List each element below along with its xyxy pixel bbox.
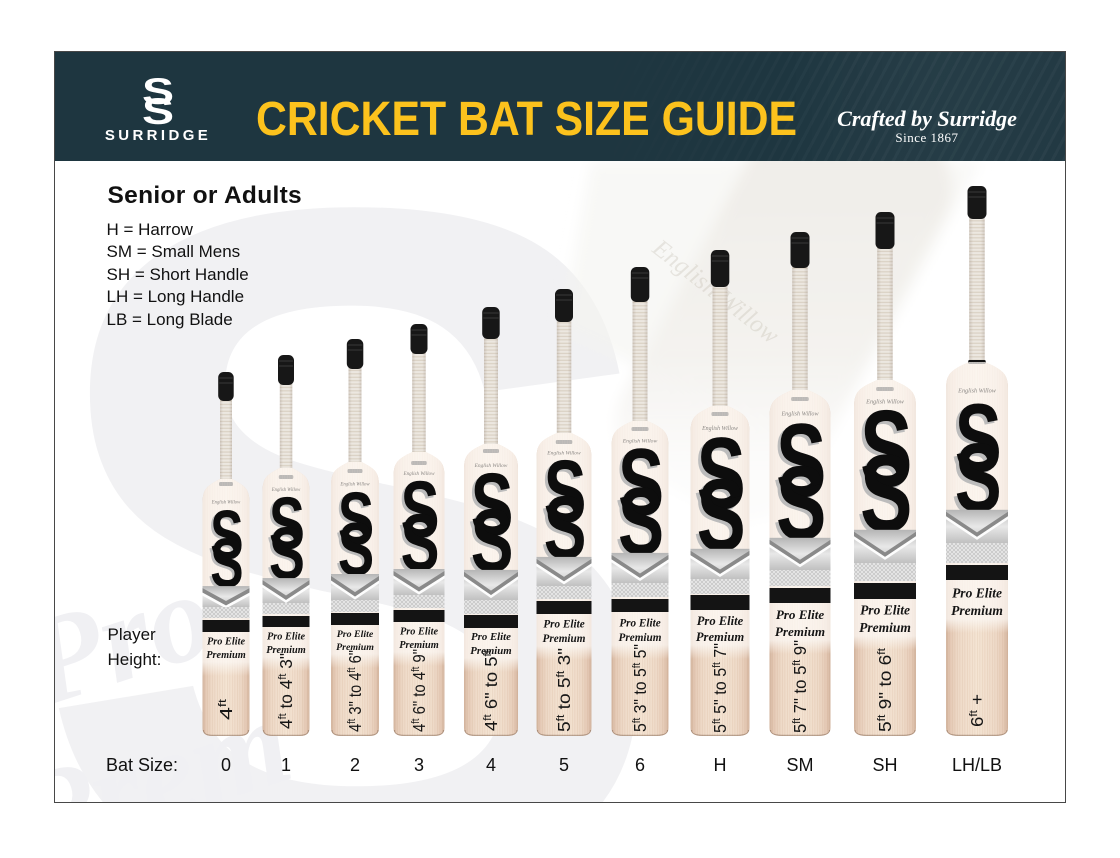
svg-text:S: S [401, 464, 440, 555]
svg-text:5ft 3" to 5ft 5": 5ft 3" to 5ft 5" [630, 644, 650, 732]
svg-text:S: S [541, 445, 584, 544]
svg-text:Pro Elite: Pro Elite [619, 618, 660, 630]
svg-text:S: S [544, 443, 587, 542]
svg-text:English Willow: English Willow [271, 488, 301, 493]
svg-text:S: S [471, 456, 514, 555]
svg-text:S: S [952, 387, 999, 496]
svg-text:Pro Elite: Pro Elite [267, 632, 305, 643]
svg-text:S: S [267, 483, 303, 567]
svg-text:4ft 6" to 5ft: 4ft 6" to 5ft [481, 650, 501, 731]
svg-text:Premium: Premium [859, 620, 911, 635]
svg-text:S: S [335, 478, 371, 563]
svg-text:English Willow: English Willow [957, 387, 997, 394]
svg-text:Premium: Premium [336, 642, 374, 653]
svg-text:S: S [615, 430, 661, 538]
svg-text:S: S [860, 389, 912, 511]
svg-text:Pro Elite: Pro Elite [337, 629, 374, 640]
svg-text:S: S [269, 481, 305, 565]
svg-text:S: S [338, 476, 374, 561]
svg-text:Premium: Premium [951, 603, 1003, 618]
svg-text:Pro Elite: Pro Elite [776, 607, 825, 622]
svg-text:S: S [955, 384, 1002, 493]
svg-text:S: S [468, 458, 511, 557]
svg-text:4ft to 4ft 3": 4ft to 4ft 3" [276, 653, 296, 729]
svg-text:5ft to 5ft 3": 5ft to 5ft 3" [554, 648, 574, 732]
svg-text:S: S [773, 405, 823, 522]
svg-text:Premium: Premium [470, 645, 511, 657]
svg-text:Premium: Premium [696, 630, 744, 644]
svg-text:6ft +: 6ft + [967, 694, 987, 727]
svg-text:Pro Elite: Pro Elite [471, 631, 511, 643]
svg-text:Pro Elite: Pro Elite [952, 586, 1002, 601]
svg-text:Pro Elite: Pro Elite [697, 614, 744, 628]
svg-text:S: S [210, 496, 243, 574]
svg-text:Premium: Premium [619, 632, 662, 644]
svg-text:S: S [208, 498, 241, 576]
svg-text:Premium: Premium [543, 633, 586, 645]
svg-text:English Willow: English Willow [211, 501, 241, 506]
svg-text:English Willow: English Willow [865, 398, 905, 405]
svg-text:5ft 5" to 5ft 7": 5ft 5" to 5ft 7" [710, 643, 730, 733]
svg-text:4ft 6" to 4ft 9": 4ft 6" to 4ft 9" [409, 649, 429, 732]
svg-text:Pro Elite: Pro Elite [207, 637, 245, 648]
svg-text:English Willow: English Willow [339, 482, 370, 487]
svg-text:4ft 3" to 4ft 6": 4ft 3" to 4ft 6" [345, 650, 365, 732]
svg-text:S: S [776, 402, 826, 519]
svg-text:5ft 9" to 6ft: 5ft 9" to 6ft [875, 648, 895, 732]
svg-text:S: S [857, 392, 909, 514]
svg-text:Pro Elite: Pro Elite [860, 603, 910, 618]
svg-text:English Willow: English Willow [546, 451, 581, 457]
svg-text:English Willow: English Willow [622, 439, 658, 445]
svg-text:English Willow: English Willow [701, 426, 738, 432]
svg-text:Pro Elite: Pro Elite [543, 619, 584, 631]
svg-text:Premium: Premium [399, 640, 438, 651]
svg-text:S: S [697, 416, 746, 531]
svg-text:English Willow: English Willow [780, 411, 819, 417]
svg-text:Premium: Premium [775, 624, 825, 639]
svg-text:Premium: Premium [206, 650, 245, 661]
svg-text:S: S [618, 428, 664, 536]
svg-text:English Willow: English Willow [403, 471, 436, 477]
svg-text:Premium: Premium [266, 645, 305, 656]
svg-text:5ft 7" to 5ft 9": 5ft 7" to 5ft 9" [790, 640, 810, 733]
svg-text:English Willow: English Willow [474, 463, 508, 469]
svg-text:Pro Elite: Pro Elite [400, 627, 438, 638]
svg-text:S: S [398, 466, 437, 557]
svg-text:S: S [694, 418, 743, 533]
svg-text:4ft: 4ft [216, 699, 236, 720]
